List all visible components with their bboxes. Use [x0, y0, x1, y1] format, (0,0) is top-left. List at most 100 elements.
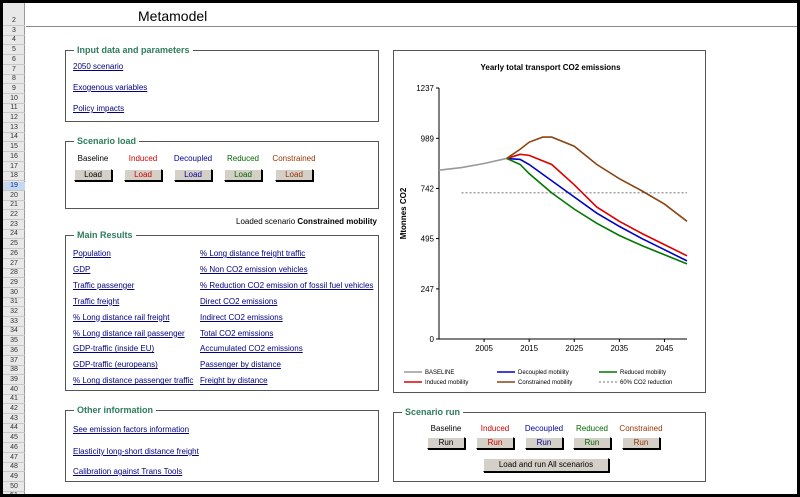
run-label-baseline: Baseline: [430, 424, 462, 433]
result-link-left[interactable]: % Long distance passenger traffic: [73, 376, 194, 386]
run-baseline-button[interactable]: Run: [427, 437, 465, 449]
run-label-reduced: Reduced: [575, 424, 609, 433]
row-number[interactable]: 50: [3, 483, 25, 492]
result-link-left[interactable]: Traffic freight: [73, 296, 120, 306]
y-tick-label: 1237: [416, 84, 434, 93]
run-reduced-button[interactable]: Run: [573, 437, 611, 449]
series-line-induced-mobility: [506, 153, 688, 257]
row-number[interactable]: 3: [3, 27, 25, 36]
row-number[interactable]: 49: [3, 473, 25, 482]
row-number[interactable]: 42: [3, 405, 25, 414]
row-number[interactable]: 31: [3, 298, 25, 308]
result-link-left[interactable]: Population: [73, 249, 111, 258]
row-number[interactable]: 36: [3, 347, 25, 356]
row-number[interactable]: 5: [3, 46, 25, 56]
series-line-reduced-mobility: [506, 157, 688, 265]
main-results-title: Main Results: [74, 230, 136, 240]
result-link-right[interactable]: Indirect CO2 emissions: [200, 312, 283, 322]
row-number[interactable]: 2: [3, 17, 25, 26]
run-constrained-button[interactable]: Run: [622, 437, 660, 449]
row-number[interactable]: 22: [3, 211, 25, 220]
row-number[interactable]: 45: [3, 434, 25, 444]
row-number[interactable]: 34: [3, 327, 25, 337]
row-number[interactable]: 44: [3, 424, 25, 434]
title-bar: Metamodel: [26, 3, 797, 27]
link-policy-impacts[interactable]: Policy impacts: [73, 104, 125, 113]
result-link-left[interactable]: % Long distance rail passenger: [73, 328, 185, 338]
load-induced-button[interactable]: Load: [124, 169, 162, 181]
row-number[interactable]: 30: [3, 289, 25, 298]
link-calibration-trans-tools[interactable]: Calibration against Trans Tools: [73, 467, 183, 476]
link-2050-scenario[interactable]: 2050 scenario: [73, 62, 124, 71]
result-link-right[interactable]: Direct CO2 emissions: [200, 296, 278, 306]
link-exogenous-variables[interactable]: Exogenous variables: [73, 83, 148, 92]
run-induced-button[interactable]: Run: [476, 437, 514, 449]
link-emission-factors[interactable]: See emission factors information: [73, 425, 190, 434]
row-number[interactable]: 24: [3, 230, 25, 240]
row-number[interactable]: 21: [3, 201, 25, 211]
run-decoupled-button[interactable]: Run: [525, 437, 563, 449]
result-link-left[interactable]: GDP: [73, 264, 91, 274]
row-number[interactable]: 43: [3, 415, 25, 424]
row-number[interactable]: 41: [3, 395, 25, 405]
row-number[interactable]: 23: [3, 221, 25, 230]
run-all-button[interactable]: Load and run All scenarios: [483, 458, 609, 472]
row-number[interactable]: 40: [3, 386, 25, 395]
row-number[interactable]: 16: [3, 153, 25, 162]
result-link-left[interactable]: GDP-traffic (europeans): [73, 360, 158, 370]
row-number[interactable]: 4: [3, 36, 25, 46]
x-tick-label: 2025: [565, 344, 583, 353]
legend-label: Reduced mobility: [620, 370, 666, 376]
result-link-left[interactable]: Traffic passenger: [73, 280, 135, 290]
row-number[interactable]: 26: [3, 250, 25, 259]
x-tick-label: 2015: [520, 344, 538, 353]
row-number[interactable]: 8: [3, 75, 25, 85]
result-link-right[interactable]: % Non CO2 emission vehicles: [200, 264, 308, 274]
row-number[interactable]: 39: [3, 376, 25, 385]
load-constrained-button[interactable]: Load: [275, 169, 313, 181]
row-number[interactable]: 14: [3, 133, 25, 143]
row-number[interactable]: 9: [3, 85, 25, 94]
row-number[interactable]: 13: [3, 124, 25, 133]
run-label-induced: Induced: [480, 424, 510, 433]
row-number[interactable]: 33: [3, 318, 25, 327]
x-tick-label: 2035: [610, 344, 628, 353]
row-number[interactable]: 35: [3, 337, 25, 347]
result-link-left[interactable]: % Long distance rail freight: [73, 312, 170, 322]
load-reduced-button[interactable]: Load: [224, 169, 262, 181]
result-link-right[interactable]: Total CO2 emissions: [200, 328, 274, 338]
result-link-right[interactable]: Accumulated CO2 emissions: [200, 344, 303, 354]
row-number[interactable]: 12: [3, 114, 25, 123]
row-number[interactable]: 19: [3, 181, 25, 191]
result-link-left[interactable]: GDP-traffic (inside EU): [73, 344, 155, 354]
row-number[interactable]: 11: [3, 104, 25, 114]
loaded-scenario-line: Loaded scenario Constrained mobility: [236, 217, 377, 226]
row-number[interactable]: 7: [3, 66, 25, 75]
row-number[interactable]: 20: [3, 192, 25, 201]
row-number[interactable]: 29: [3, 279, 25, 288]
result-link-right[interactable]: Freight by distance: [200, 376, 268, 386]
row-number[interactable]: 38: [3, 366, 25, 376]
load-decoupled-button[interactable]: Load: [174, 169, 212, 181]
result-link-right[interactable]: Passenger by distance: [200, 360, 281, 370]
load-baseline-button[interactable]: Load: [74, 169, 112, 181]
row-number[interactable]: 17: [3, 163, 25, 172]
row-number[interactable]: 27: [3, 260, 25, 269]
row-number[interactable]: 10: [3, 95, 25, 104]
row-number[interactable]: 46: [3, 444, 25, 453]
link-elasticity-freight[interactable]: Elasticity long-short distance freight: [73, 447, 199, 456]
row-number[interactable]: 48: [3, 463, 25, 473]
row-number[interactable]: 15: [3, 143, 25, 153]
row-number[interactable]: 25: [3, 240, 25, 250]
row-number[interactable]: 37: [3, 357, 25, 366]
scenario-load-title: Scenario load: [74, 136, 140, 146]
loaded-scenario-value: Constrained mobility: [297, 217, 377, 226]
row-number[interactable]: 18: [3, 172, 25, 182]
row-number[interactable]: 47: [3, 454, 25, 463]
result-link-right[interactable]: % Reduction CO2 emission of fossil fuel …: [200, 280, 374, 290]
row-number[interactable]: 6: [3, 56, 25, 65]
result-link-right[interactable]: % Long distance freight traffic: [200, 249, 306, 258]
row-number[interactable]: 51: [3, 492, 25, 494]
row-number[interactable]: 32: [3, 308, 25, 317]
row-number[interactable]: 28: [3, 269, 25, 279]
